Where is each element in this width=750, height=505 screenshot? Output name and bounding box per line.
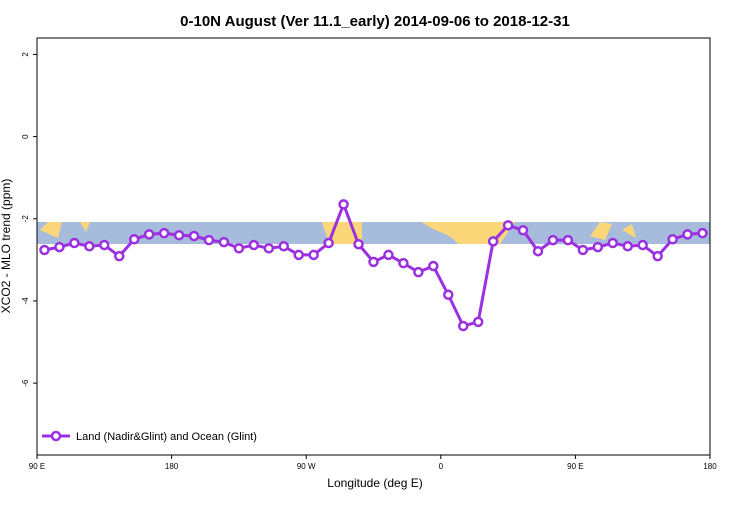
x-tick-label: 0: [439, 462, 444, 471]
data-point: [667, 234, 678, 245]
data-point: [562, 234, 574, 246]
data-point: [233, 243, 245, 254]
y-tick-label: 0: [21, 134, 30, 139]
data-point: [577, 244, 589, 256]
legend: Land (Nadir&Glint) and Ocean (Glint): [42, 430, 257, 443]
data-point: [592, 241, 604, 253]
data-point: [278, 241, 290, 252]
data-point: [308, 249, 319, 261]
data-point: [128, 234, 140, 245]
data-point: [248, 239, 260, 251]
data-point: [413, 266, 424, 278]
data-point: [637, 239, 648, 251]
y-tick-label: -6: [21, 379, 30, 387]
data-point: [472, 316, 484, 328]
data-point: [398, 257, 409, 269]
data-point: [353, 238, 364, 250]
y-tick-label: -2: [21, 215, 30, 223]
data-point: [502, 220, 514, 231]
legend-marker: [50, 430, 62, 442]
data-point: [173, 229, 185, 241]
data-point: [682, 229, 693, 240]
data-point: [114, 250, 125, 262]
x-tick-label: 180: [703, 462, 717, 471]
data-point: [323, 237, 334, 249]
data-point: [158, 227, 170, 239]
y-tick-label: 2: [21, 52, 30, 57]
data-point: [457, 320, 469, 332]
data-point: [263, 243, 275, 254]
data-point: [697, 227, 708, 239]
y-axis-label: XCO2 - MLO trend (ppm): [0, 179, 13, 314]
data-point: [383, 249, 394, 261]
data-point: [39, 244, 50, 256]
data-point: [143, 229, 155, 240]
data-point: [487, 236, 499, 247]
data-point: [532, 245, 544, 257]
data-point: [203, 234, 215, 246]
x-tick-label: 90 E: [567, 462, 583, 471]
data-point: [293, 249, 304, 261]
plot-frame: [36, 37, 711, 456]
data-point: [652, 250, 663, 262]
y-tick-label: -4: [21, 297, 30, 305]
x-tick-label: 90 E: [29, 462, 45, 471]
data-point: [428, 260, 439, 272]
data-point: [607, 237, 619, 249]
data-point: [547, 234, 559, 246]
x-tick-label: 180: [165, 462, 179, 471]
data-point: [218, 236, 230, 248]
data-point: [622, 241, 633, 252]
legend-label: Land (Nadir&Glint) and Ocean (Glint): [76, 431, 257, 443]
data-point: [368, 256, 379, 268]
chart-title: 0-10N August (Ver 11.1_early) 2014-09-06…: [180, 13, 570, 30]
data-point: [338, 199, 349, 210]
data-point: [517, 225, 529, 236]
data-point: [99, 239, 110, 251]
data-point: [69, 237, 80, 249]
data-point: [443, 289, 454, 301]
data-point: [54, 241, 65, 253]
x-axis-label: Longitude (deg E): [327, 476, 422, 490]
data-point: [188, 230, 200, 242]
data-point: [84, 241, 95, 252]
x-tick-label: 90 W: [297, 462, 316, 471]
